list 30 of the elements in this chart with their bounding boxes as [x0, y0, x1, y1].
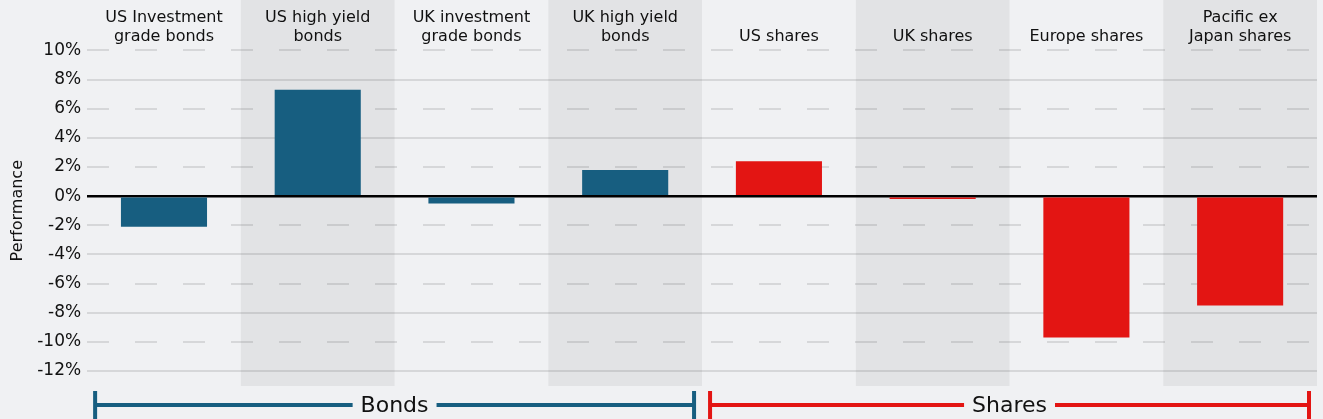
- x-tick-label: UK investment grade bonds: [412, 6, 531, 45]
- x-tick-label: US Investment grade bonds: [105, 6, 223, 45]
- y-tick-label: 10%: [43, 38, 82, 59]
- y-tick-label: -8%: [48, 301, 82, 322]
- bar: [582, 169, 669, 195]
- y-axis-title: Performance: [6, 160, 26, 262]
- text: Shares: [972, 391, 1048, 417]
- x-tick-label: UK high yield bonds: [572, 6, 678, 45]
- x-tick-label: US high yield bonds: [265, 6, 371, 45]
- bar: [1043, 197, 1130, 338]
- y-tick-label: 4%: [54, 126, 82, 147]
- bar: [1197, 197, 1284, 306]
- y-tick-label: -4%: [48, 242, 82, 263]
- x-tick-label: Pacific ex Japan shares: [1187, 6, 1292, 45]
- y-tick-label: 2%: [54, 155, 82, 176]
- bar: [274, 89, 361, 195]
- y-tick-label: -6%: [48, 271, 82, 292]
- text: Bonds: [360, 391, 429, 417]
- y-tick-label: -12%: [37, 359, 82, 380]
- bar: [120, 197, 208, 227]
- bar: [428, 197, 515, 204]
- y-tick-label: -10%: [37, 330, 82, 351]
- y-tick-label: -2%: [48, 213, 82, 234]
- x-tick-label: UK shares: [892, 25, 973, 45]
- y-tick-label: 6%: [54, 97, 82, 118]
- y-tick-label: 8%: [54, 67, 82, 88]
- bar: [735, 161, 822, 195]
- y-tick-label: 0%: [54, 184, 82, 205]
- x-tick-label: Europe shares: [1029, 25, 1144, 45]
- x-tick-label: US shares: [739, 25, 819, 45]
